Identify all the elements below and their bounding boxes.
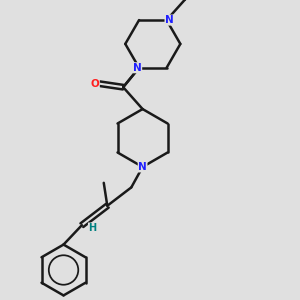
Text: N: N	[138, 162, 147, 172]
Text: O: O	[91, 79, 99, 88]
Text: N: N	[133, 63, 142, 73]
Text: H: H	[88, 223, 97, 233]
Text: N: N	[165, 15, 174, 25]
